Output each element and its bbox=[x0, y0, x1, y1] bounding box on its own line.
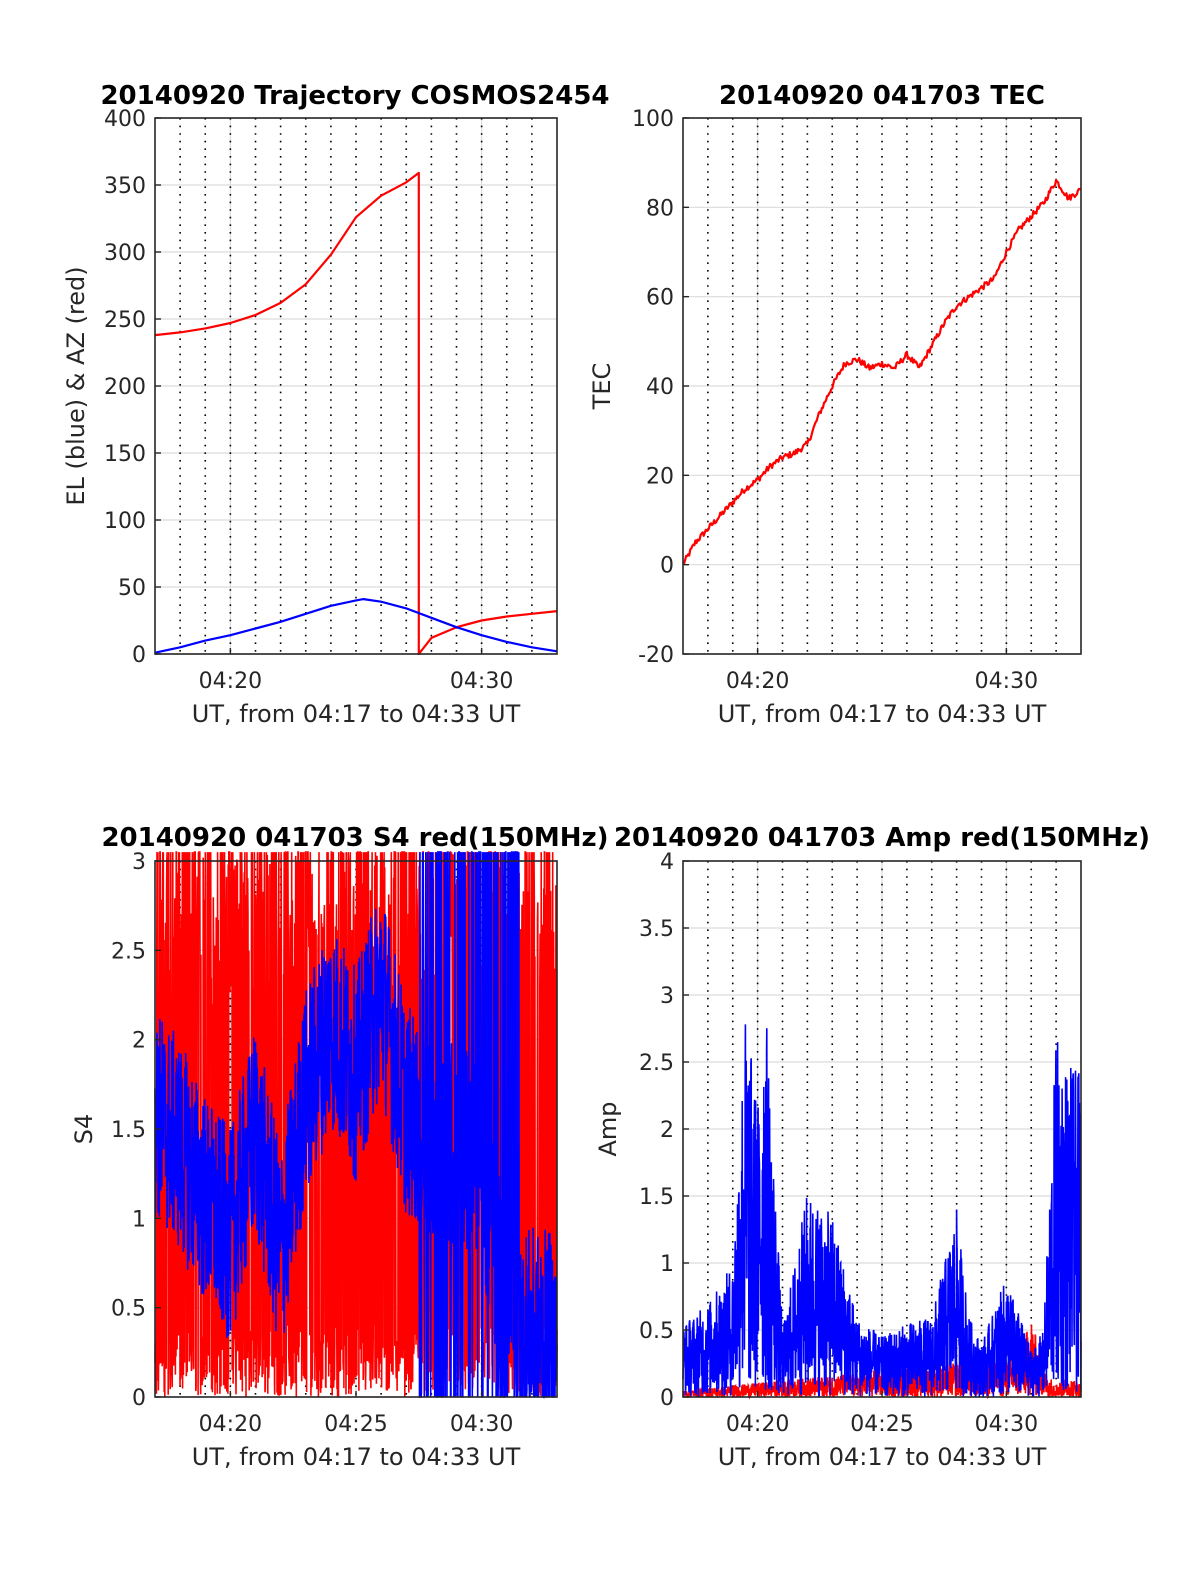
y-tick-label: 50 bbox=[118, 576, 146, 601]
y-tick-label: 0.5 bbox=[639, 1319, 674, 1344]
y-tick-label: 100 bbox=[104, 509, 146, 534]
y-tick-label: 2 bbox=[132, 1029, 146, 1054]
chart-title: 20140920 041703 TEC bbox=[719, 81, 1045, 111]
chart-title: 20140920 Trajectory COSMOS2454 bbox=[100, 81, 609, 111]
y-tick-label: 1.5 bbox=[111, 1118, 146, 1143]
series-line-1 bbox=[682, 1024, 1082, 1397]
y-tick-label: -20 bbox=[638, 643, 674, 668]
y-axis-label: Amp bbox=[594, 1101, 622, 1156]
y-tick-label: 350 bbox=[104, 174, 146, 199]
series-line-0 bbox=[154, 171, 558, 656]
chart-panel-s4: 0 0.5 1 1.5 2 2.5 3 04:20 04:25 04:30 UT, from 04:… bbox=[70, 823, 609, 1471]
y-tick-label: 0 bbox=[660, 554, 674, 579]
y-tick-label: 1.5 bbox=[639, 1185, 674, 1210]
y-tick-label: 100 bbox=[632, 107, 674, 132]
x-axis-label: UT, from 04:17 to 04:33 UT bbox=[192, 1443, 521, 1471]
y-tick-label: 80 bbox=[646, 196, 674, 221]
y-tick-label: 1 bbox=[660, 1252, 674, 1277]
y-axis-label: S4 bbox=[70, 1114, 98, 1145]
x-tick-label: 04:20 bbox=[199, 1412, 262, 1437]
y-tick-label: 2 bbox=[660, 1118, 674, 1143]
y-tick-label: 20 bbox=[646, 464, 674, 489]
x-tick-label: 04:25 bbox=[850, 1412, 913, 1437]
chart-panel-tec: -20 0 20 40 60 80 100 04:20 04:30 UT, from 04:17 … bbox=[588, 81, 1082, 728]
y-axis-label: EL (blue) & AZ (red) bbox=[62, 266, 90, 505]
x-tick-label: 04:25 bbox=[324, 1412, 387, 1437]
chart-title: 20140920 041703 S4 red(150MHz) bbox=[101, 823, 608, 853]
y-tick-label: 400 bbox=[104, 107, 146, 132]
x-axis-label: UT, from 04:17 to 04:33 UT bbox=[718, 700, 1047, 728]
y-tick-label: 2.5 bbox=[111, 939, 146, 964]
y-tick-label: 150 bbox=[104, 442, 146, 467]
y-tick-label: 250 bbox=[104, 308, 146, 333]
chart-panel-amp: 0 0.5 1 1.5 2 2.5 3 3.5 4 04:20 04:25 04:30 UT, from… bbox=[594, 823, 1150, 1471]
y-tick-label: 0.5 bbox=[111, 1297, 146, 1322]
x-tick-label: 04:20 bbox=[726, 669, 789, 694]
series-line-1 bbox=[154, 851, 558, 1399]
x-tick-label: 04:20 bbox=[199, 669, 262, 694]
x-tick-label: 04:20 bbox=[726, 1412, 789, 1437]
y-tick-label: 60 bbox=[646, 286, 674, 311]
y-tick-label: 1 bbox=[132, 1207, 146, 1232]
x-axis-label: UT, from 04:17 to 04:33 UT bbox=[192, 700, 521, 728]
series-line-0 bbox=[682, 178, 1082, 566]
series-line-1 bbox=[154, 598, 558, 654]
y-tick-label: 0 bbox=[132, 1386, 146, 1411]
y-tick-label: 40 bbox=[646, 375, 674, 400]
x-tick-label: 04:30 bbox=[975, 669, 1038, 694]
y-tick-label: 200 bbox=[104, 375, 146, 400]
y-tick-label: 2.5 bbox=[639, 1051, 674, 1076]
y-tick-label: 4 bbox=[660, 850, 674, 875]
x-tick-label: 04:30 bbox=[450, 669, 513, 694]
y-axis-label: TEC bbox=[588, 363, 616, 411]
y-tick-label: 0 bbox=[660, 1386, 674, 1411]
x-tick-label: 04:30 bbox=[975, 1412, 1038, 1437]
y-tick-label: 3.5 bbox=[639, 917, 674, 942]
y-tick-label: 3 bbox=[660, 984, 674, 1009]
x-axis-label: UT, from 04:17 to 04:33 UT bbox=[718, 1443, 1047, 1471]
y-tick-label: 3 bbox=[132, 850, 146, 875]
chart-title: 20140920 041703 Amp red(150MHz) bbox=[614, 823, 1150, 853]
y-tick-label: 0 bbox=[132, 643, 146, 668]
y-tick-label: 300 bbox=[104, 241, 146, 266]
x-tick-label: 04:30 bbox=[450, 1412, 513, 1437]
chart-panel-trajectory: 0 50 100 150 200 250 300 350 400 04:20 04:30 UT, fr… bbox=[62, 81, 610, 728]
